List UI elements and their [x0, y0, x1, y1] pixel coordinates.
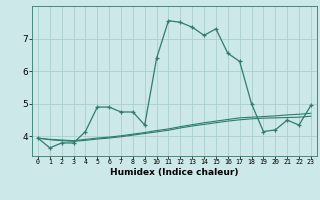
X-axis label: Humidex (Indice chaleur): Humidex (Indice chaleur) [110, 168, 239, 177]
